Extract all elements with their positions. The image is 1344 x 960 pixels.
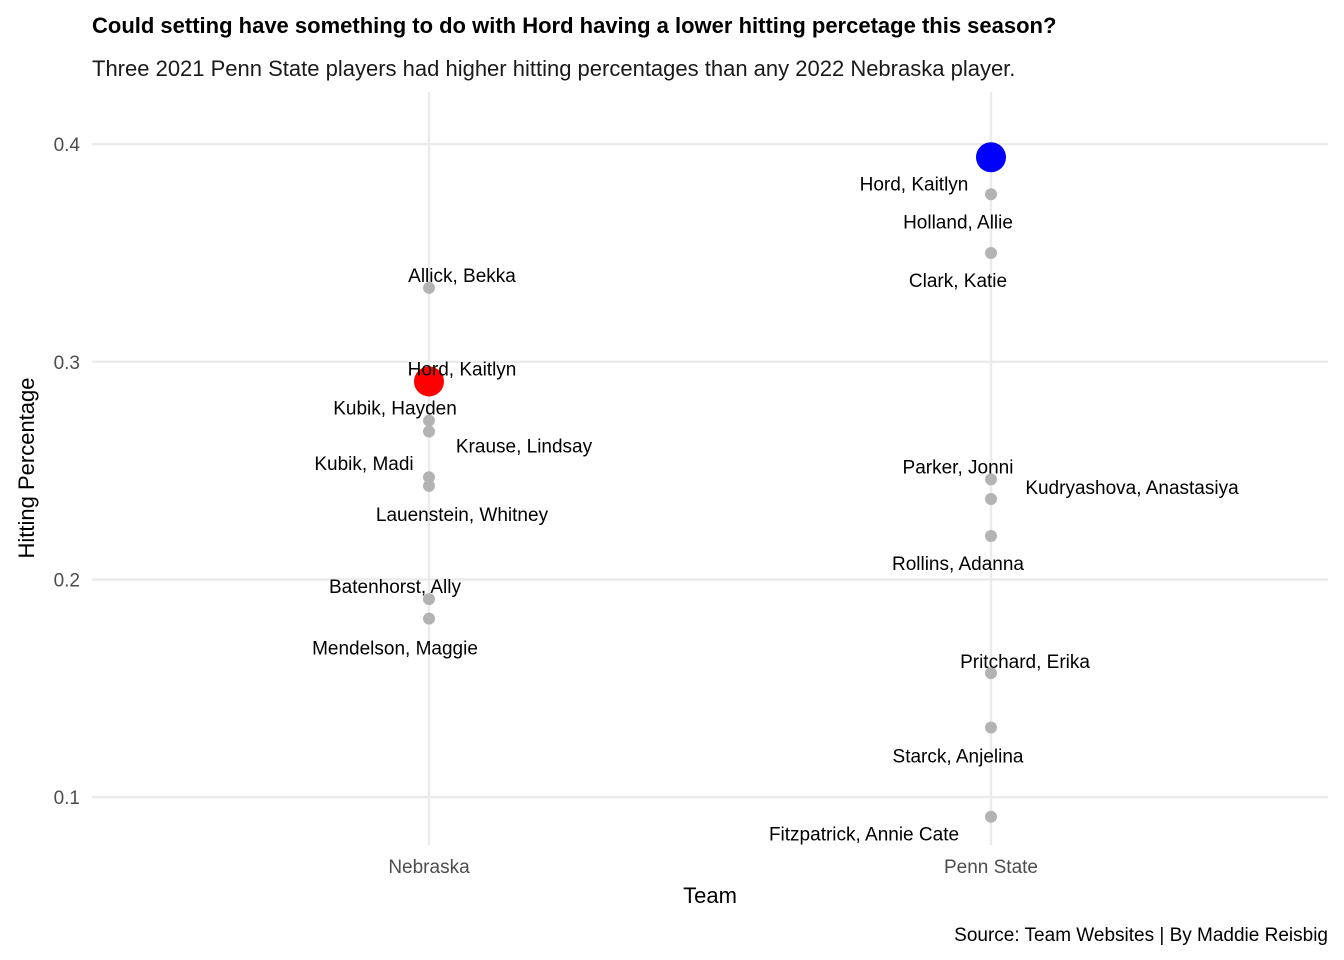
data-point [423, 425, 435, 438]
point-labels: Allick, Bekka Kubik, Hayden Krause, Lindsa… [312, 174, 1239, 845]
point-label: Mendelson, Maggie [312, 639, 478, 660]
chart-caption: Source: Team Websites | By Maddie Reisbi… [954, 925, 1328, 946]
data-point [985, 247, 997, 260]
data-point [423, 479, 435, 492]
data-point [423, 593, 435, 606]
x-tick-label: Penn State [944, 857, 1038, 878]
y-tick-label: 0.2 [54, 570, 80, 591]
point-label: Starck, Anjelina [893, 746, 1024, 767]
point-label: Kubik, Hayden [333, 399, 457, 420]
y-tick-label: 0.1 [54, 788, 80, 809]
x-axis-title: Team [683, 883, 737, 908]
y-tick-label: 0.4 [54, 135, 81, 156]
data-point [985, 492, 997, 505]
highlight-label: Hord, Kaitlyn [860, 174, 969, 195]
point-label: Holland, Allie [903, 212, 1013, 233]
point-label: Parker, Jonni [903, 457, 1014, 478]
data-point [985, 721, 997, 734]
point-label: Clark, Katie [909, 271, 1007, 292]
data-point [423, 612, 435, 625]
y-axis-ticks: 0.1 0.2 0.3 0.4 [54, 135, 81, 809]
y-tick-label: 0.3 [54, 353, 80, 374]
point-label: Fitzpatrick, Annie Cate [769, 825, 959, 846]
chart-title: Could setting have something to do with … [92, 13, 1056, 38]
highlight-point [976, 142, 1006, 173]
data-point [423, 471, 435, 484]
highlight-label: Hord, Kaitlyn [408, 359, 517, 380]
data-point [985, 810, 997, 823]
point-label: Lauenstein, Whitney [376, 505, 549, 526]
y-axis-title: Hitting Percentage [14, 378, 39, 559]
data-point [985, 473, 997, 486]
data-point [985, 188, 997, 201]
data-points [414, 142, 1006, 823]
data-point [423, 414, 435, 427]
point-label: Krause, Lindsay [456, 437, 593, 458]
grid-lines [92, 92, 1328, 845]
chart-subtitle: Three 2021 Penn State players had higher… [92, 56, 1015, 81]
point-label: Pritchard, Erika [960, 652, 1090, 673]
highlight-point [414, 366, 444, 397]
point-label: Allick, Bekka [408, 266, 516, 287]
point-label: Rollins, Adanna [892, 554, 1024, 575]
data-point [985, 667, 997, 680]
data-point [423, 281, 435, 294]
x-tick-label: Nebraska [388, 857, 470, 878]
data-point [985, 529, 997, 542]
point-label: Kubik, Madi [314, 454, 413, 475]
point-label: Kudryashova, Anastasiya [1025, 478, 1239, 499]
point-label: Batenhorst, Ally [329, 577, 462, 598]
x-axis-ticks: Nebraska Penn State [388, 857, 1038, 878]
